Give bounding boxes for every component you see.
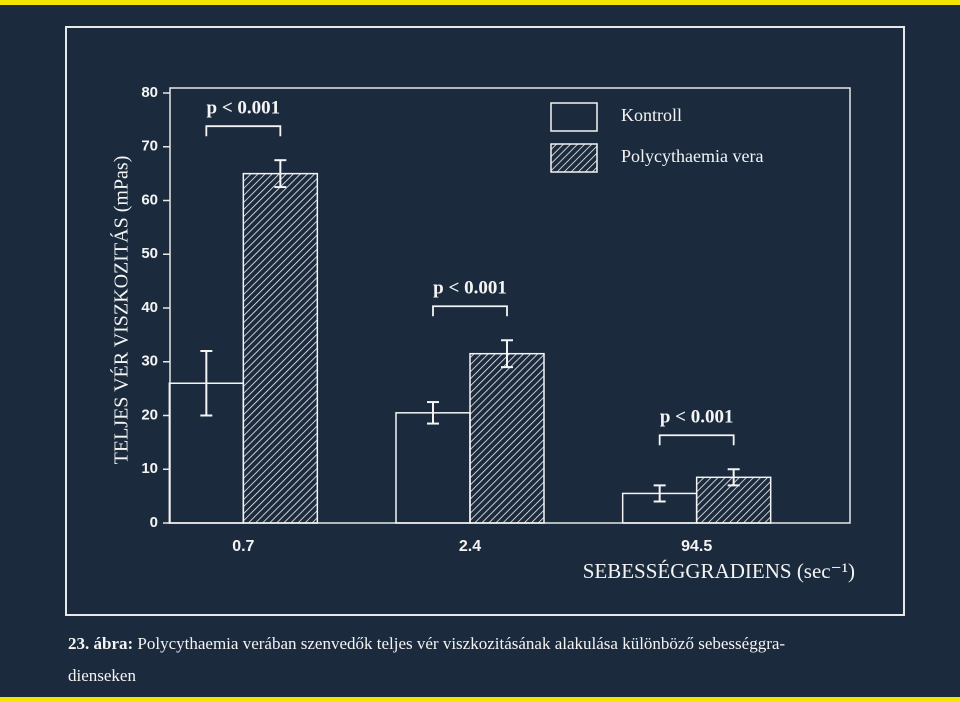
legend-label: Polycythaemia vera: [621, 146, 763, 166]
caption: 23. ábra: Polycythaemia verában szenvedő…: [68, 634, 785, 653]
bar: [395, 412, 471, 524]
error-bar: [274, 159, 287, 189]
y-tick-label: 40: [141, 299, 158, 316]
y-axis-label: TELJES VÉR VISZKOZITÁS (mPas): [110, 156, 133, 465]
x-tick-label: 94.5: [681, 538, 712, 555]
caption-label: 23. ábra:: [68, 634, 133, 653]
legend-swatch: [550, 143, 598, 173]
frame: [65, 26, 905, 616]
error-bar: [501, 339, 513, 369]
bar: [469, 352, 545, 524]
bracket: [432, 305, 508, 317]
legend-label: Kontroll: [621, 105, 682, 125]
annotation: p < 0.001: [660, 407, 734, 428]
legend-swatch: [550, 102, 598, 132]
error-bar: [727, 468, 740, 487]
x-axis-label: SEBESSÉGGRADIENS (sec⁻¹): [583, 559, 855, 583]
y-tick-label: 70: [141, 138, 158, 155]
bracket: [658, 434, 735, 446]
x-tick-label: 0.7: [232, 538, 254, 555]
x-tick-label: 2.4: [459, 538, 481, 555]
caption-text: Polycythaemia verában szenvedők teljes v…: [137, 634, 785, 653]
y-tick-label: 80: [141, 84, 158, 101]
y-tick-label: 60: [141, 191, 158, 208]
y-tick-label: 50: [141, 245, 158, 262]
annotation: p < 0.001: [207, 98, 281, 119]
y-tick-label: 0: [150, 514, 158, 531]
annotation: p < 0.001: [433, 278, 507, 299]
bracket: [205, 125, 282, 137]
slide: [0, 5, 960, 697]
y-tick-label: 10: [141, 460, 158, 477]
bar: [242, 172, 319, 524]
y-tick-label: 30: [141, 353, 158, 370]
caption-text: dienseken: [68, 666, 136, 685]
error-bar: [427, 401, 439, 425]
error-bar: [200, 350, 213, 417]
y-tick-label: 20: [141, 406, 158, 423]
error-bar: [653, 484, 666, 503]
